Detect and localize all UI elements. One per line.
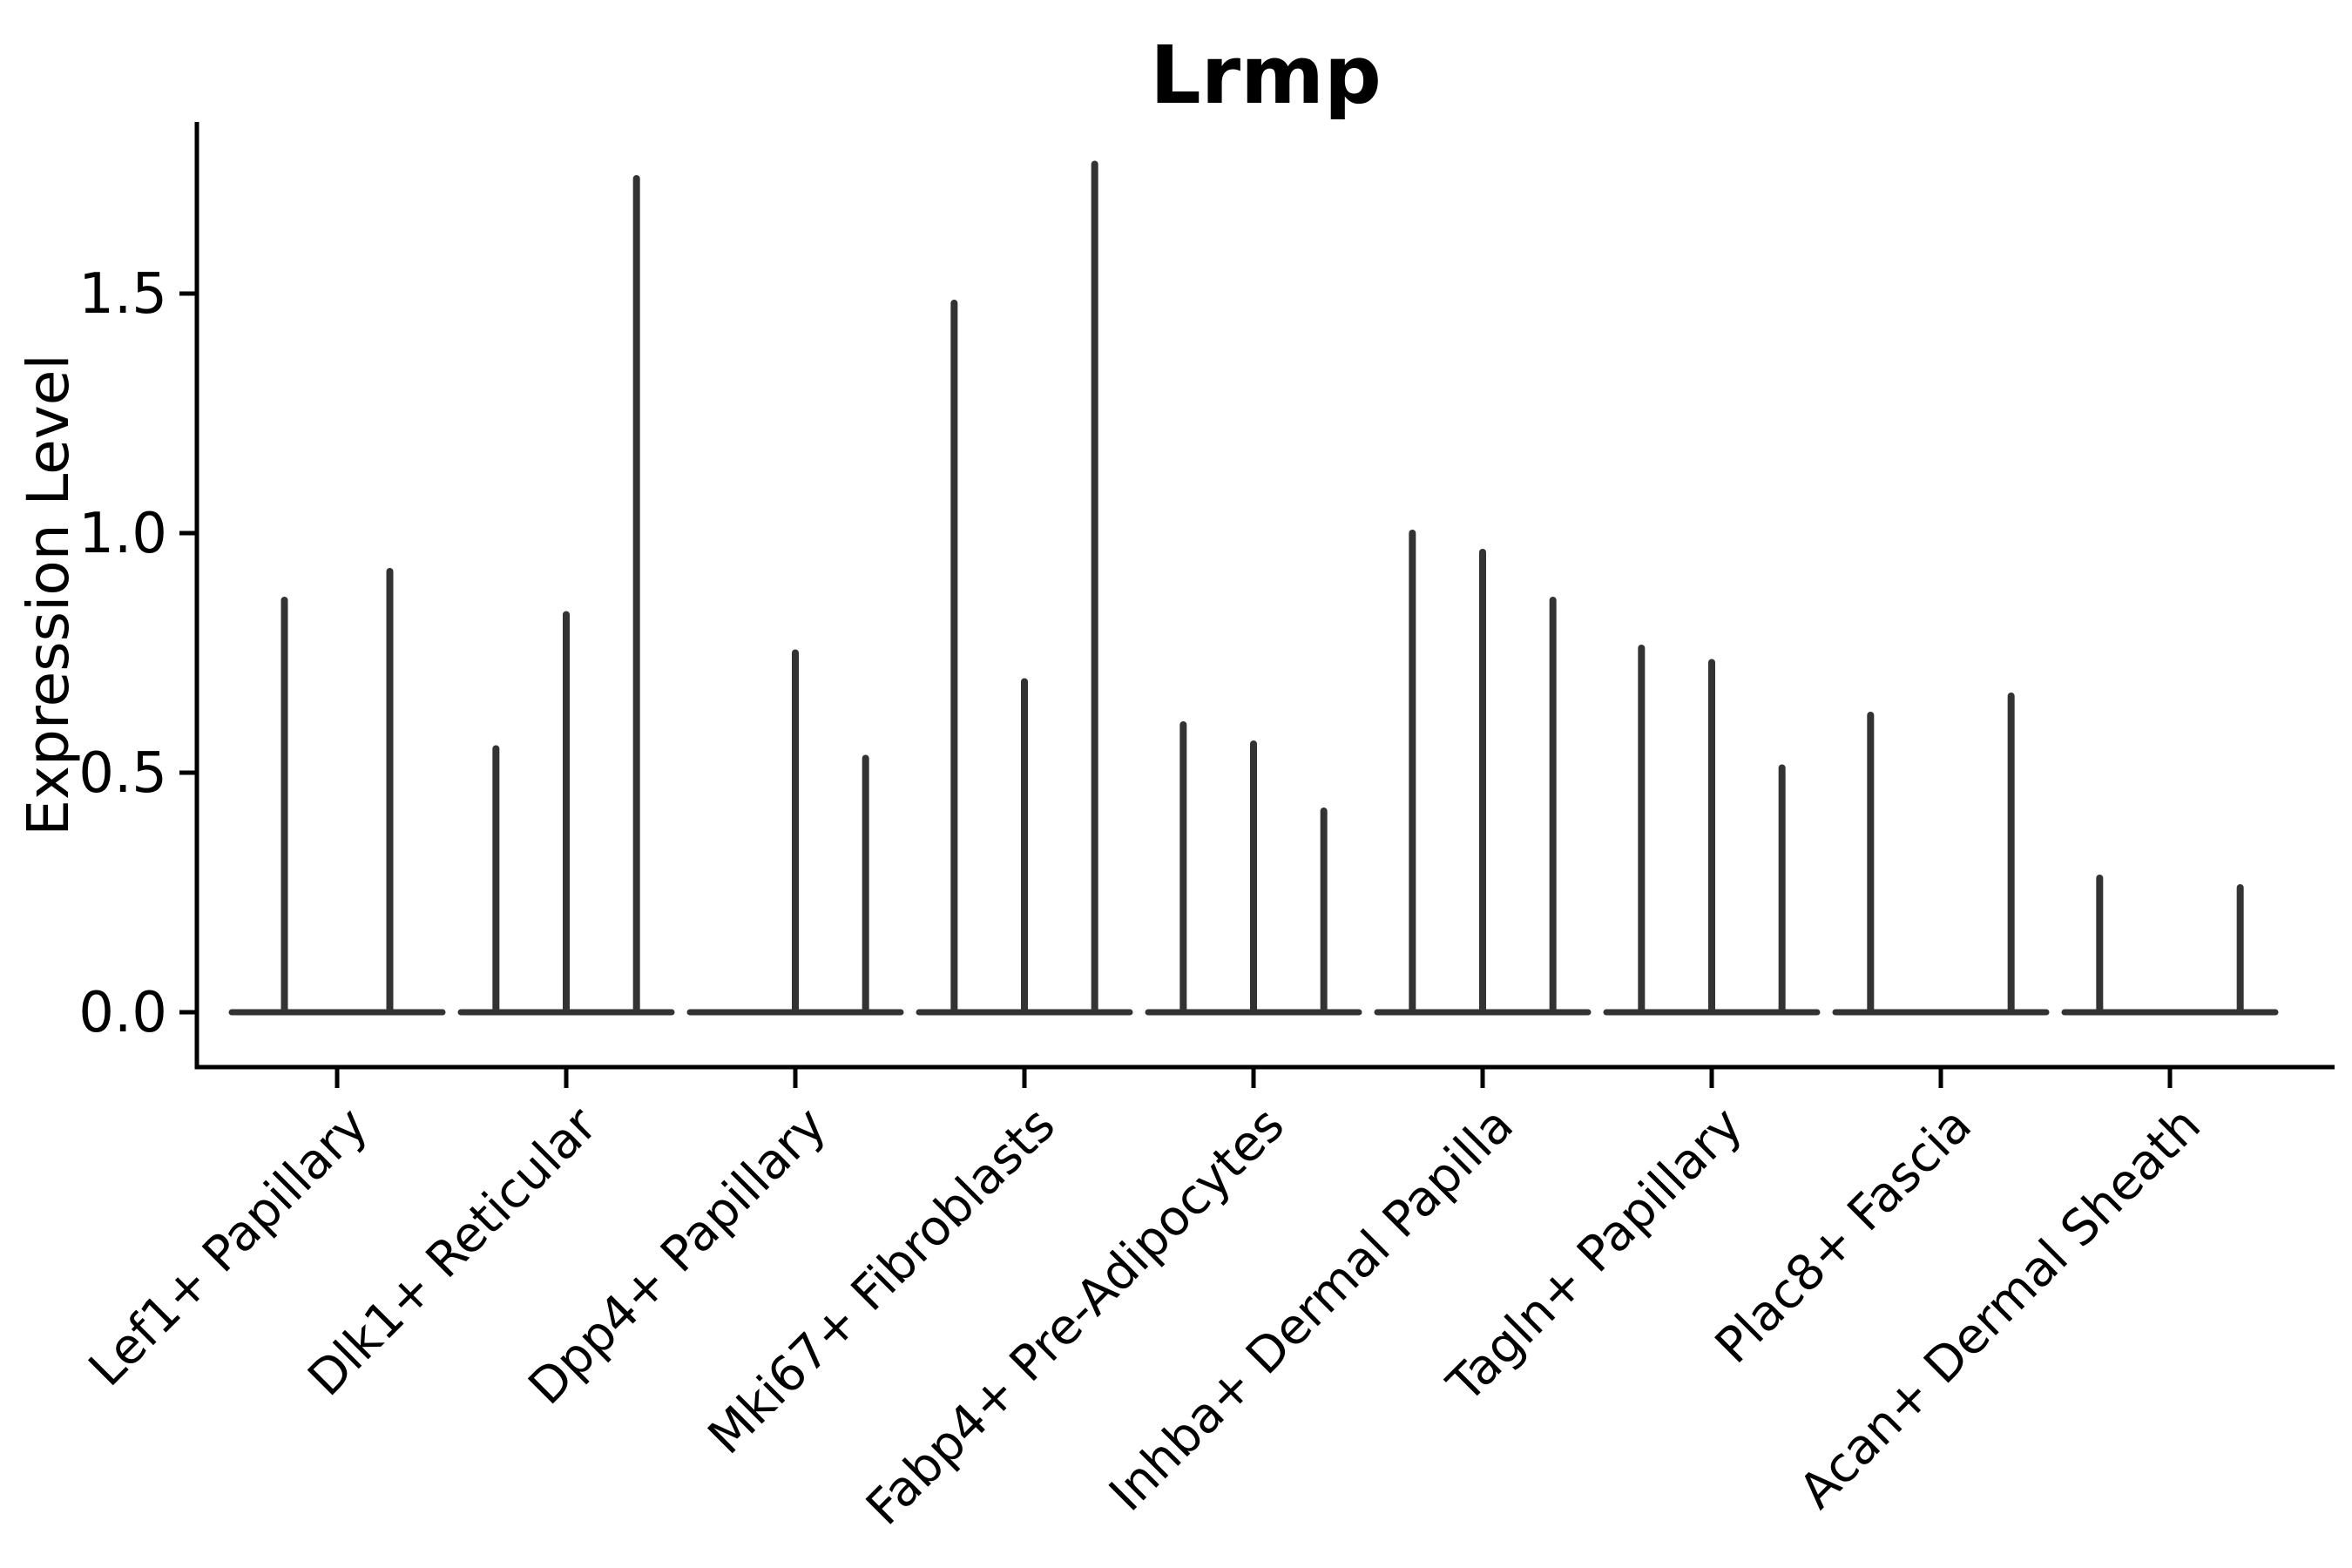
violin-group (2061, 875, 2279, 1016)
x-tick-label: Acan+ Dermal Sheath (1788, 1097, 2212, 1520)
violin-group (457, 175, 675, 1016)
violin-group (1603, 645, 1821, 1016)
violin-group (228, 568, 446, 1016)
y-tick-label: 0.0 (78, 981, 167, 1045)
chart-title: Lrmp (1150, 29, 1382, 122)
y-tick-label: 1.0 (78, 502, 167, 566)
violin-group (1374, 530, 1592, 1016)
violin-group (1832, 693, 2050, 1016)
violins-layer (228, 160, 2279, 1016)
x-tick-label: Inhba+ Dermal Papilla (1098, 1097, 1524, 1523)
violin-group (916, 160, 1133, 1016)
x-tick-label: Fabp4+ Pre-Adipocytes (855, 1097, 1295, 1537)
y-tick-label: 0.5 (78, 741, 167, 806)
violin-group (686, 649, 904, 1016)
y-axis-label: Expression Level (15, 354, 82, 835)
violin-group (1145, 721, 1362, 1016)
axis-spines (194, 122, 2335, 1070)
y-tick-label: 1.5 (78, 262, 167, 327)
